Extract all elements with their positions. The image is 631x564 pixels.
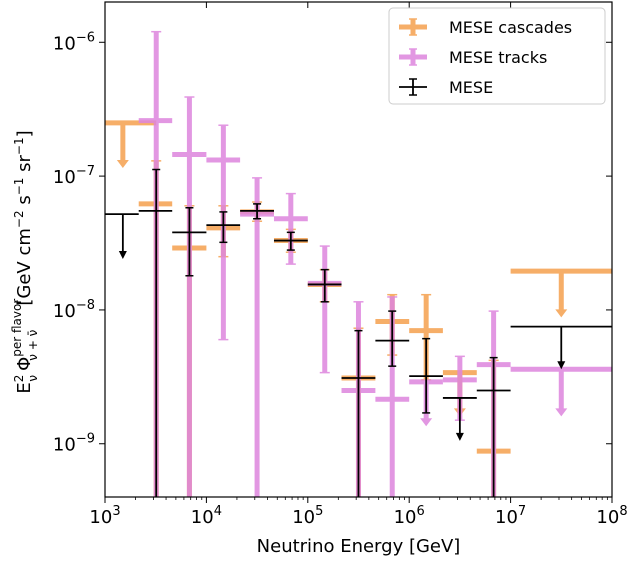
legend-marker [399,18,427,36]
legend-box [388,7,606,105]
legend-label: MESE [449,78,493,97]
y-tick-label: 10−9 [53,432,95,456]
legend-label: MESE tracks [449,48,547,67]
plot-frame [104,1,613,498]
legend: MESE cascades MESE tracks MESE [388,7,606,105]
x-tick-label: 107 [495,504,526,528]
upper-limit-arrow [455,432,464,441]
y-tick-label: 10−8 [53,298,95,322]
upper-limit-arrow [555,408,568,417]
y-axis-ticks: 10−9 10−8 10−7 10−6 [53,30,612,456]
x-tick-label: 106 [394,504,425,528]
upper-limit-arrow [557,361,566,370]
series-mese [105,168,612,497]
upper-limit-arrow [555,309,568,318]
upper-limit-arrow [116,159,129,168]
x-axis-ticks: 103 104 105 106 107 108 [89,2,628,528]
x-tick-label: 103 [89,504,120,528]
legend-marker [399,78,427,96]
legend-label: MESE cascades [449,18,572,37]
x-tick-label: 104 [191,504,222,528]
legend-marker [399,48,427,66]
x-tick-label: 105 [292,504,323,528]
upper-limit-arrow [420,418,433,427]
x-tick-label: 108 [596,504,627,528]
y-tick-label: 10−6 [53,30,95,54]
x-axis-label: Neutrino Energy [GeV] [257,536,461,557]
y-axis-label: E2νΦper flavor ν + ν̄[GeV cm−2 s−1 sr−1] [10,130,40,393]
data-marks [105,30,612,497]
upper-limit-arrow [118,251,127,260]
y-tick-label: 10−7 [53,164,95,188]
